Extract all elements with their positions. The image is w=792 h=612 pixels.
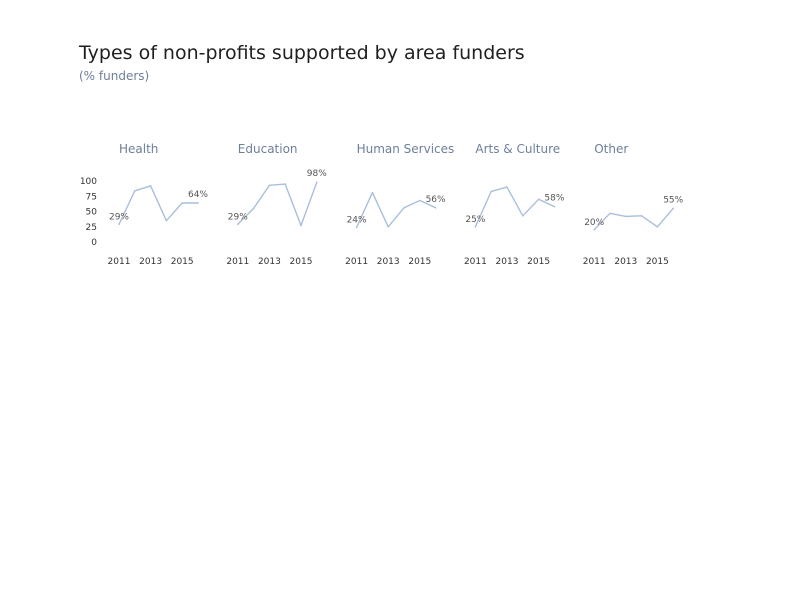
last-value-label: 56% bbox=[426, 195, 446, 205]
data-point bbox=[134, 189, 136, 192]
panel-title: Human Services bbox=[357, 142, 455, 156]
data-point bbox=[181, 202, 183, 204]
last-value-label: 64% bbox=[188, 190, 208, 200]
x-tick-label: 2013 bbox=[139, 257, 162, 267]
series-line bbox=[474, 186, 556, 228]
data-point bbox=[197, 202, 199, 204]
data-point bbox=[474, 225, 477, 228]
y-tick-label: 75 bbox=[86, 192, 97, 202]
x-tick-label: 2013 bbox=[258, 257, 281, 267]
data-point bbox=[387, 225, 390, 228]
data-point bbox=[118, 223, 120, 226]
data-point bbox=[506, 186, 508, 188]
data-point bbox=[149, 185, 152, 187]
last-value-label: 58% bbox=[544, 194, 564, 204]
data-point bbox=[553, 205, 556, 208]
first-value-label: 25% bbox=[465, 215, 485, 225]
first-value-label: 29% bbox=[109, 212, 129, 222]
y-tick-label: 100 bbox=[80, 177, 97, 187]
x-tick-label: 2015 bbox=[527, 257, 550, 267]
first-value-label: 20% bbox=[584, 218, 604, 228]
x-tick-label: 2013 bbox=[377, 257, 400, 267]
data-point bbox=[537, 198, 540, 201]
panel-title: Arts & Culture bbox=[475, 142, 560, 156]
x-tick-label: 2015 bbox=[408, 257, 431, 267]
first-value-label: 24% bbox=[347, 215, 367, 225]
y-tick-label: 25 bbox=[86, 223, 97, 233]
data-point bbox=[490, 190, 493, 193]
series-line bbox=[118, 185, 199, 226]
y-tick-label: 0 bbox=[91, 238, 97, 248]
x-tick-label: 2013 bbox=[496, 257, 519, 267]
series-line bbox=[355, 191, 437, 229]
x-tick-label: 2011 bbox=[345, 257, 368, 267]
data-point bbox=[316, 181, 318, 184]
data-point bbox=[252, 207, 255, 210]
x-tick-label: 2015 bbox=[171, 257, 194, 267]
data-point bbox=[371, 191, 374, 194]
data-point bbox=[434, 207, 437, 209]
data-point bbox=[268, 184, 271, 187]
data-point bbox=[419, 199, 421, 202]
data-point bbox=[656, 225, 659, 228]
data-point bbox=[672, 207, 674, 210]
x-tick-label: 2015 bbox=[646, 257, 669, 267]
x-tick-label: 2011 bbox=[583, 257, 606, 267]
series-line bbox=[593, 207, 674, 231]
data-point bbox=[403, 207, 405, 209]
data-point bbox=[609, 212, 611, 215]
data-point bbox=[640, 214, 643, 217]
x-tick-label: 2013 bbox=[614, 257, 637, 267]
data-point bbox=[522, 214, 524, 217]
x-tick-label: 2011 bbox=[464, 257, 487, 267]
x-tick-label: 2015 bbox=[290, 257, 313, 267]
chart-title: Types of non-profits supported by area f… bbox=[79, 42, 525, 64]
panel-title: Education bbox=[238, 142, 298, 156]
data-point bbox=[593, 229, 595, 231]
y-tick-label: 50 bbox=[86, 208, 98, 218]
data-point bbox=[237, 223, 239, 226]
chart-subtitle: (% funders) bbox=[79, 69, 150, 83]
panel-title: Health bbox=[119, 142, 158, 156]
last-value-label: 98% bbox=[307, 169, 327, 179]
last-value-label: 55% bbox=[663, 195, 683, 205]
x-tick-label: 2011 bbox=[108, 257, 131, 267]
panel-title: Other bbox=[594, 142, 628, 156]
data-point bbox=[625, 215, 627, 218]
first-value-label: 29% bbox=[228, 212, 248, 222]
series-line bbox=[237, 181, 318, 227]
data-point bbox=[300, 224, 302, 227]
data-point bbox=[284, 183, 287, 185]
data-point bbox=[165, 219, 168, 222]
data-point bbox=[355, 226, 358, 229]
x-tick-label: 2011 bbox=[226, 257, 249, 267]
